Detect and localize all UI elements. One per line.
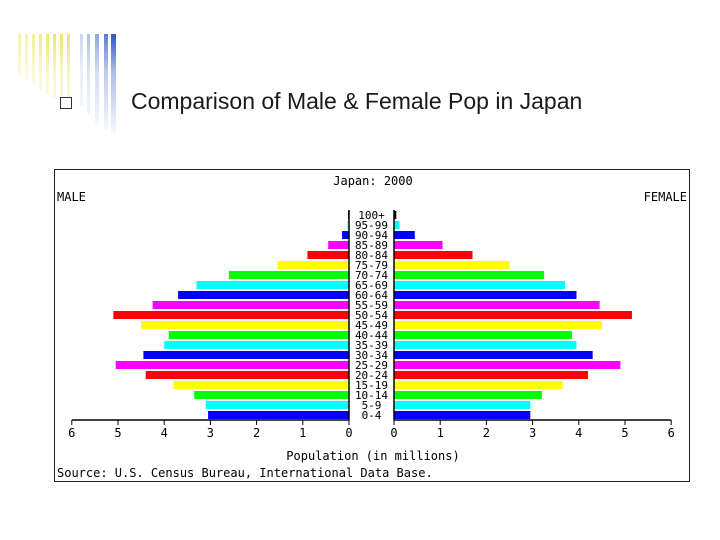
bar-female-50-54 — [394, 311, 632, 319]
bar-female-75-79 — [394, 261, 510, 269]
age-label-50-54: 50-54 — [355, 309, 388, 322]
bullet-checkbox-icon — [60, 97, 72, 109]
male-tick-label-1: 1 — [299, 426, 306, 440]
chart-title: Japan: 2000 — [333, 174, 412, 188]
bar-male-25-29 — [115, 361, 349, 369]
bar-female-70-74 — [394, 271, 545, 279]
age-labels-layer: 100+95-9990-9485-8980-8475-7970-7465-696… — [355, 209, 388, 422]
decorative-stripes — [0, 34, 130, 140]
female-tick-label-0: 0 — [390, 426, 397, 440]
age-label-40-44: 40-44 — [355, 329, 388, 342]
age-label-25-29: 25-29 — [355, 359, 388, 372]
female-side-label: FEMALE — [644, 190, 687, 204]
male-tick-label-5: 5 — [114, 426, 121, 440]
bar-male-65-69 — [196, 281, 349, 289]
bar-male-35-39 — [164, 341, 349, 349]
female-tick-label-5: 5 — [621, 426, 628, 440]
axis-layer: 0 0 1 1 2 2 3 3 4 4 5 5 6 6 — [68, 210, 675, 440]
age-label-45-49: 45-49 — [355, 319, 388, 332]
bar-male-10-14 — [194, 391, 349, 399]
bar-male-15-19 — [173, 381, 349, 389]
bar-female-45-49 — [394, 321, 602, 329]
age-label-55-59: 55-59 — [355, 299, 388, 312]
age-label-60-64: 60-64 — [355, 289, 388, 302]
bar-male-90-94 — [342, 231, 349, 239]
age-label-90-94: 90-94 — [355, 229, 388, 242]
bar-female-100+ — [394, 211, 397, 219]
age-label-15-19: 15-19 — [355, 379, 388, 392]
age-label-70-74: 70-74 — [355, 269, 388, 282]
bar-male-55-59 — [152, 301, 349, 309]
bar-male-30-34 — [143, 351, 349, 359]
age-label-20-24: 20-24 — [355, 369, 388, 382]
bar-male-75-79 — [277, 261, 349, 269]
bar-female-30-34 — [394, 351, 593, 359]
age-label-0-4: 0-4 — [362, 409, 382, 422]
female-tick-label-3: 3 — [529, 426, 536, 440]
age-label-30-34: 30-34 — [355, 349, 388, 362]
age-label-80-84: 80-84 — [355, 249, 388, 262]
bar-male-40-44 — [168, 331, 349, 339]
bar-female-5-9 — [394, 401, 531, 409]
bar-female-80-84 — [394, 251, 473, 259]
age-label-65-69: 65-69 — [355, 279, 388, 292]
bar-female-15-19 — [394, 381, 563, 389]
bar-female-20-24 — [394, 371, 589, 379]
male-tick-label-0: 0 — [345, 426, 352, 440]
bar-male-50-54 — [113, 311, 349, 319]
bar-male-20-24 — [145, 371, 349, 379]
bar-female-65-69 — [394, 281, 565, 289]
bar-male-70-74 — [228, 271, 349, 279]
bar-male-60-64 — [178, 291, 349, 299]
source-note: Source: U.S. Census Bureau, Internationa… — [57, 466, 433, 480]
bar-female-10-14 — [394, 391, 542, 399]
bar-female-0-4 — [394, 411, 531, 419]
pyramid-svg: Japan: 2000 MALE FEMALE 0 0 1 1 2 2 3 3 4 4 5 5 6 6 1… — [57, 174, 687, 480]
female-tick-label-6: 6 — [668, 426, 675, 440]
male-tick-label-6: 6 — [68, 426, 75, 440]
female-tick-label-4: 4 — [575, 426, 582, 440]
x-axis-label: Population (in millions) — [286, 449, 459, 463]
male-side-label: MALE — [57, 190, 86, 204]
female-tick-label-1: 1 — [437, 426, 444, 440]
bar-female-35-39 — [394, 341, 577, 349]
age-label-5-9: 5-9 — [362, 399, 382, 412]
bar-male-45-49 — [141, 321, 349, 329]
bar-female-60-64 — [394, 291, 577, 299]
slide-title: Comparison of Male & Female Pop in Japan — [131, 88, 583, 114]
bar-female-25-29 — [394, 361, 621, 369]
population-pyramid-chart: Japan: 2000 MALE FEMALE 0 0 1 1 2 2 3 3 4 4 5 5 6 6 1… — [54, 169, 690, 482]
male-tick-label-2: 2 — [253, 426, 260, 440]
male-tick-label-3: 3 — [207, 426, 214, 440]
bar-female-85-89 — [394, 241, 443, 249]
bar-female-55-59 — [394, 301, 600, 309]
bar-female-40-44 — [394, 331, 572, 339]
male-tick-label-4: 4 — [161, 426, 168, 440]
bar-female-90-94 — [394, 231, 415, 239]
age-label-85-89: 85-89 — [355, 239, 388, 252]
bar-female-95-99 — [394, 221, 400, 229]
age-label-100+: 100+ — [358, 209, 385, 222]
bar-male-85-89 — [328, 241, 349, 249]
age-label-35-39: 35-39 — [355, 339, 388, 352]
age-label-10-14: 10-14 — [355, 389, 388, 402]
age-label-95-99: 95-99 — [355, 219, 388, 232]
bar-male-80-84 — [307, 251, 349, 259]
bars-layer — [113, 211, 632, 419]
female-tick-label-2: 2 — [483, 426, 490, 440]
age-label-75-79: 75-79 — [355, 259, 388, 272]
bar-male-5-9 — [205, 401, 349, 409]
bar-male-0-4 — [208, 411, 349, 419]
